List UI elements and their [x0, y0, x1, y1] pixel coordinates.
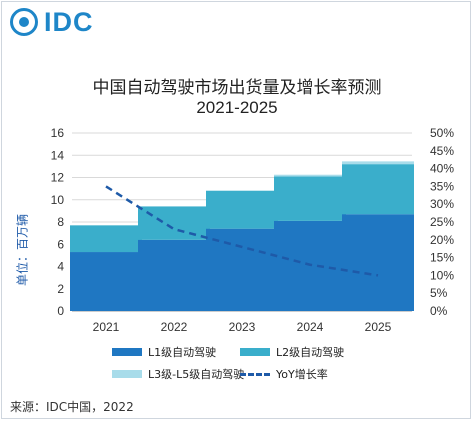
legend-label: L2级自动驾驶 — [276, 346, 345, 359]
y-tick-label: 12 — [51, 171, 65, 185]
y-tick-label: 2 — [57, 282, 64, 296]
x-tick-label: 2023 — [229, 320, 256, 334]
legend-item-yoy: YoY增长率 — [240, 366, 328, 382]
idc-logo: IDC — [10, 6, 94, 38]
chart-subtitle: 2021-2025 — [196, 98, 278, 117]
y-tick-label: 0 — [57, 304, 64, 318]
y2-tick-label: 0% — [430, 304, 448, 318]
y2-tick-label: 50% — [430, 126, 454, 140]
y2-tick-label: 45% — [430, 144, 454, 158]
y-tick-label: 6 — [57, 237, 64, 251]
bar-l1 — [70, 252, 142, 311]
y2-tick-label: 15% — [430, 251, 454, 265]
bar-l3 — [274, 174, 346, 177]
x-tick-label: 2025 — [365, 320, 392, 334]
legend-item-l2: L2级自动驾驶 — [240, 344, 344, 360]
y2-tick-label: 30% — [430, 197, 454, 211]
legend-swatch — [112, 348, 142, 356]
bar-l2 — [206, 190, 278, 229]
bar-l1 — [206, 228, 278, 311]
bar-l2 — [274, 176, 346, 221]
y2-tick-label: 20% — [430, 233, 454, 247]
y-tick-label: 4 — [57, 260, 64, 274]
bar-l1 — [138, 239, 210, 311]
legend: L1级自动驾驶 L2级自动驾驶 L3级-L5级自动驾驶 YoY增长率 — [112, 344, 432, 384]
y-tick-label: 8 — [57, 215, 64, 229]
y2-tick-label: 40% — [430, 162, 454, 176]
legend-item-l1: L1级自动驾驶 — [112, 344, 216, 360]
legend-label: L1级自动驾驶 — [148, 346, 217, 359]
x-tick-label: 2024 — [297, 320, 324, 334]
bar-l2 — [138, 206, 210, 240]
legend-item-l3: L3级-L5级自动驾驶 — [112, 366, 244, 382]
y2-tick-label: 35% — [430, 179, 454, 193]
legend-swatch — [112, 370, 142, 378]
legend-swatch — [240, 372, 270, 376]
y-tick-label: 16 — [51, 126, 65, 140]
idc-logo-icon — [10, 8, 38, 36]
y2-tick-label: 10% — [430, 268, 454, 282]
idc-logo-text: IDC — [44, 6, 94, 37]
y-tick-label: 10 — [51, 193, 65, 207]
bar-l2 — [342, 164, 414, 215]
chart-title: 中国自动驾驶市场出货量及增长率预测 — [92, 78, 382, 98]
y-tick-label: 14 — [51, 148, 65, 162]
source-note: 来源：IDC中国，2022 — [10, 400, 134, 414]
y2-tick-label: 25% — [430, 215, 454, 229]
bar-l3 — [206, 190, 278, 191]
bar-l1 — [342, 214, 414, 311]
bar-l3 — [342, 161, 414, 165]
x-tick-label: 2021 — [93, 320, 120, 334]
legend-label: YoY增长率 — [276, 368, 328, 381]
legend-swatch — [240, 348, 270, 356]
legend-label: L3级-L5级自动驾驶 — [148, 368, 245, 381]
x-tick-label: 2022 — [161, 320, 188, 334]
y2-tick-label: 5% — [430, 286, 448, 300]
bar-l2 — [70, 225, 142, 253]
